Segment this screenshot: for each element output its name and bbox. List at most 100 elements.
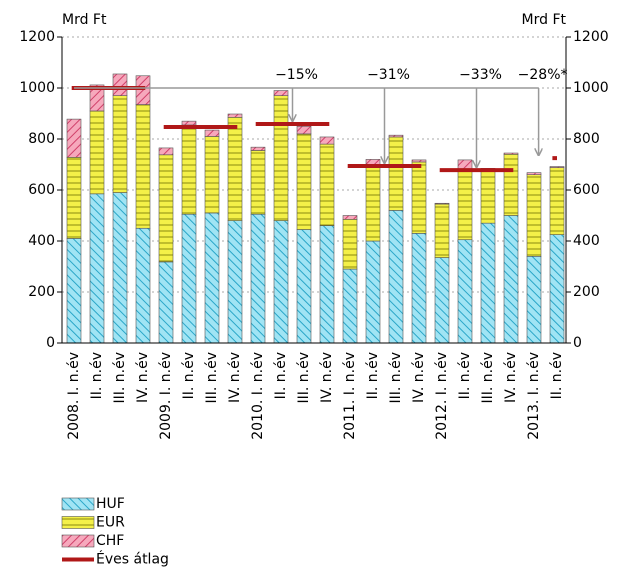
y2-tick-label: 1000 (573, 80, 609, 96)
x-tick-label: III. n.év (112, 352, 128, 404)
x-tick-label: III. n.év (204, 352, 220, 404)
y2-axis-title: Mrd Ft (522, 12, 567, 28)
bar-segment (411, 159, 427, 163)
y2-tick-label: 600 (573, 182, 600, 198)
x-tick-label: IV. n.év (319, 352, 335, 403)
bar-segment (89, 84, 105, 112)
x-tick-label: 2010. I. n.év (250, 352, 266, 440)
annotation: −28%* (518, 67, 568, 83)
x-tick-label: II. n.év (549, 352, 565, 399)
bar-segment (411, 161, 427, 234)
y-tick-label: 800 (28, 131, 55, 147)
bar-segment (434, 203, 450, 258)
x-tick-label: III. n.év (480, 352, 496, 404)
y-tick-label: 0 (46, 335, 55, 351)
bar-segment (89, 193, 105, 344)
bar-segment (480, 222, 496, 344)
x-tick-label: 2008. I. n.év (66, 352, 82, 440)
bar-segment (296, 133, 312, 230)
legend-swatch (61, 534, 95, 548)
legend-label: HUF (96, 496, 125, 512)
bar-segment (135, 104, 151, 229)
bar-segment (273, 90, 289, 96)
bar-segment (204, 136, 220, 214)
x-tick-label: II. n.év (89, 352, 105, 399)
x-tick-label: IV. n.év (135, 352, 151, 403)
legend-label: EUR (96, 515, 125, 531)
bar-segment (526, 255, 542, 344)
bar-segment (526, 174, 542, 257)
y2-tick-label: 400 (573, 233, 600, 249)
bar-segment (296, 229, 312, 344)
y-tick-label: 1200 (19, 29, 55, 45)
bar-segment (342, 219, 358, 270)
bar-segment (112, 95, 128, 193)
bar-segment (503, 154, 519, 216)
bar-segment (250, 146, 266, 151)
bar-segment (342, 268, 358, 344)
x-tick-label: 2009. I. n.év (158, 352, 174, 440)
y-tick-label: 600 (28, 182, 55, 198)
annotation: −31% (367, 67, 410, 83)
bar-segment (89, 110, 105, 195)
bar-segment (135, 227, 151, 344)
bar-segment (181, 120, 197, 126)
bar-segment (227, 117, 243, 221)
bar-segment (457, 239, 473, 344)
bar-segment (204, 129, 220, 137)
bar-segment (250, 150, 266, 215)
bar-segment (342, 215, 358, 220)
bar-segment (365, 164, 381, 242)
bar-segment (388, 134, 404, 138)
bar-segment (204, 212, 220, 344)
x-tick-label: III. n.év (388, 352, 404, 404)
bar-segment (112, 73, 128, 96)
bar-segment (158, 261, 174, 344)
bar-segment (66, 238, 82, 344)
bar-segment (273, 95, 289, 221)
bar-segment (365, 240, 381, 344)
x-tick-label: 2011. I. n.év (342, 352, 358, 440)
bar-segment (158, 154, 174, 263)
y-axis-title: Mrd Ft (62, 12, 107, 28)
bar-segment (135, 75, 151, 105)
x-tick-label: II. n.év (365, 352, 381, 399)
x-tick-label: II. n.év (181, 352, 197, 399)
x-tick-label: II. n.év (457, 352, 473, 399)
annotation: −33% (459, 67, 502, 83)
bar-segment (411, 233, 427, 344)
x-tick-label: IV. n.év (411, 352, 427, 403)
x-tick-label: IV. n.év (503, 352, 519, 403)
y2-tick-label: 1200 (573, 29, 609, 45)
legend-label: Éves átlag (96, 551, 169, 568)
legend-swatch (61, 497, 95, 511)
legend-swatch (61, 516, 95, 529)
bar-segment (227, 220, 243, 344)
bar-segment (273, 220, 289, 344)
y2-tick-label: 800 (573, 131, 600, 147)
legend-label: CHF (96, 533, 124, 549)
y2-tick-label: 200 (573, 284, 600, 300)
y-tick-label: 1000 (19, 80, 55, 96)
bar-segment (388, 136, 404, 211)
x-tick-label: 2013. I. n.év (526, 352, 542, 440)
bar-segment (227, 113, 243, 118)
bar-segment (549, 166, 565, 168)
bar-segment (480, 170, 496, 224)
bar-segment (158, 147, 174, 156)
bar-segment (503, 152, 519, 155)
bar-segment (181, 124, 197, 215)
x-tick-label: IV. n.év (227, 352, 243, 403)
y-tick-label: 400 (28, 233, 55, 249)
bar-segment (250, 213, 266, 344)
bar-segment (388, 210, 404, 344)
x-tick-label: 2012. I. n.év (434, 352, 450, 440)
bar-segment (112, 192, 128, 344)
x-tick-label: III. n.év (296, 352, 312, 404)
bar-segment (526, 172, 542, 176)
bar-segment (365, 159, 381, 165)
annotation: −15% (275, 67, 318, 83)
bar-segment (434, 257, 450, 344)
bar-segment (549, 167, 565, 235)
